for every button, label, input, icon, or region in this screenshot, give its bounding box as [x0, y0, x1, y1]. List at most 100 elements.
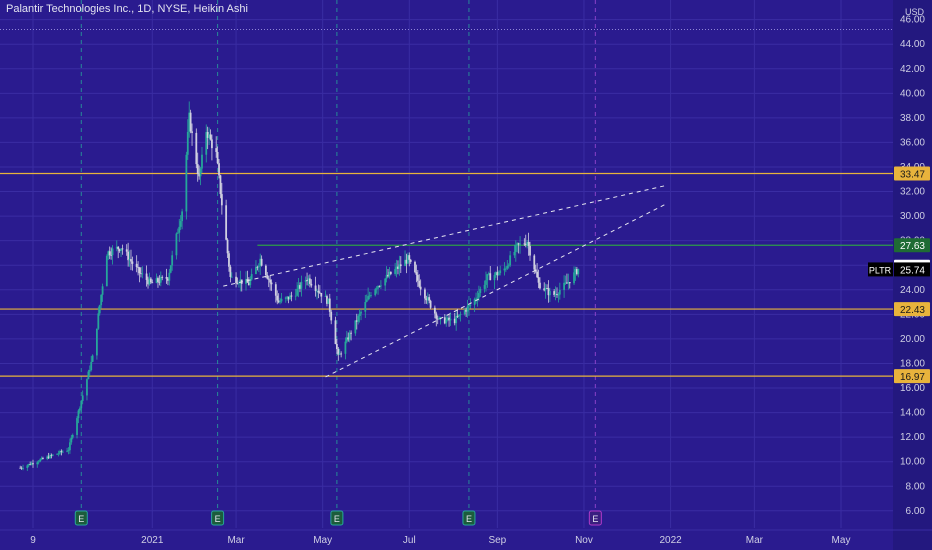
candle-body — [558, 289, 561, 295]
candle-body — [277, 300, 280, 303]
candle-body — [105, 255, 108, 287]
candle-body — [519, 243, 521, 245]
candle-body — [181, 211, 184, 222]
candle-body — [121, 248, 124, 250]
candle-body — [39, 459, 42, 462]
candle-body — [405, 259, 408, 264]
x-tick-label: Nov — [575, 535, 593, 546]
candle-body — [22, 468, 24, 469]
candle-body — [199, 168, 202, 177]
candle-body — [433, 307, 436, 314]
candle-body — [514, 245, 517, 252]
candle-body — [61, 451, 64, 453]
candle-body — [489, 273, 492, 281]
candle-body — [398, 264, 401, 269]
candle-body — [408, 255, 411, 260]
candle-body — [337, 349, 340, 355]
y-tick-label: 44.00 — [900, 39, 925, 50]
candle-body — [419, 286, 422, 290]
candle-body — [415, 272, 418, 275]
candle-body — [208, 134, 210, 138]
candle-body — [37, 461, 40, 463]
y-tick-label: 6.00 — [906, 506, 926, 517]
candle-body — [101, 286, 104, 295]
candle-body — [573, 272, 575, 284]
candle-body — [30, 463, 33, 465]
candle-body — [228, 253, 230, 267]
candle-body — [557, 294, 560, 296]
candle-body — [215, 148, 218, 152]
candle-body — [270, 282, 273, 285]
y-tick-label: 20.00 — [900, 334, 925, 345]
candle-body — [548, 291, 551, 296]
x-tick-label: Sep — [488, 535, 506, 546]
candle-body — [76, 418, 78, 435]
candle-body — [80, 400, 83, 409]
candle-body — [496, 272, 499, 276]
candle-body — [318, 292, 321, 294]
candle-body — [344, 341, 347, 354]
candle-body — [141, 273, 144, 275]
candle-body — [347, 337, 350, 340]
candle-body — [350, 332, 352, 334]
resistance-badge-box — [894, 238, 930, 253]
candle-body — [245, 278, 247, 284]
candle-body — [289, 295, 291, 300]
candle-body — [533, 255, 536, 270]
candle-body — [117, 246, 120, 250]
candle-body — [304, 280, 307, 282]
candle-body — [399, 264, 402, 267]
candle-body — [445, 319, 448, 324]
y-tick-label: 10.00 — [900, 457, 925, 468]
candle-body — [326, 296, 328, 304]
candle-body — [377, 286, 379, 289]
candle-body — [499, 270, 502, 274]
candle-body — [355, 320, 358, 322]
candle-body — [149, 278, 152, 283]
candle-body — [479, 288, 482, 293]
candle-body — [276, 295, 279, 301]
candle-body — [524, 243, 527, 245]
candle-body — [436, 318, 439, 320]
candle-body — [274, 284, 277, 296]
earnings-marker: E — [74, 510, 88, 526]
candle-body — [360, 311, 362, 314]
candle-body — [509, 255, 512, 266]
candle-body — [397, 266, 399, 269]
candle-body — [137, 267, 139, 268]
candle-body — [148, 278, 151, 285]
candle-body — [414, 261, 416, 273]
candle-body — [219, 175, 222, 195]
candle-body — [316, 290, 318, 292]
candle-body — [527, 241, 530, 246]
candle-body — [264, 265, 267, 276]
candle-body — [110, 254, 113, 256]
candle-body — [186, 131, 189, 155]
candle-body — [566, 282, 568, 284]
candle-body — [469, 304, 472, 306]
candle-body — [567, 282, 570, 284]
candle-body — [171, 255, 174, 266]
candle-body — [230, 276, 233, 278]
candle-body — [309, 278, 311, 284]
candle-body — [225, 205, 228, 240]
candle-body — [416, 274, 419, 281]
candle-body — [198, 174, 201, 177]
candle-body — [378, 286, 381, 287]
x-tick-label: 2021 — [141, 535, 164, 546]
candle-body — [235, 276, 237, 284]
candle-body — [127, 251, 130, 261]
earnings-marker-label: E — [334, 514, 340, 524]
candle-body — [220, 194, 223, 206]
candle-body — [128, 259, 131, 261]
candle-body — [330, 311, 333, 321]
x-tick-label: May — [313, 535, 332, 546]
candle-body — [27, 464, 30, 466]
candle-body — [513, 251, 516, 256]
candle-body — [536, 271, 539, 278]
candle-body — [60, 451, 63, 453]
y-tick-label: 8.00 — [906, 481, 926, 492]
candle-body — [547, 288, 550, 296]
last-price-badge-label: 25.74 — [900, 265, 925, 276]
